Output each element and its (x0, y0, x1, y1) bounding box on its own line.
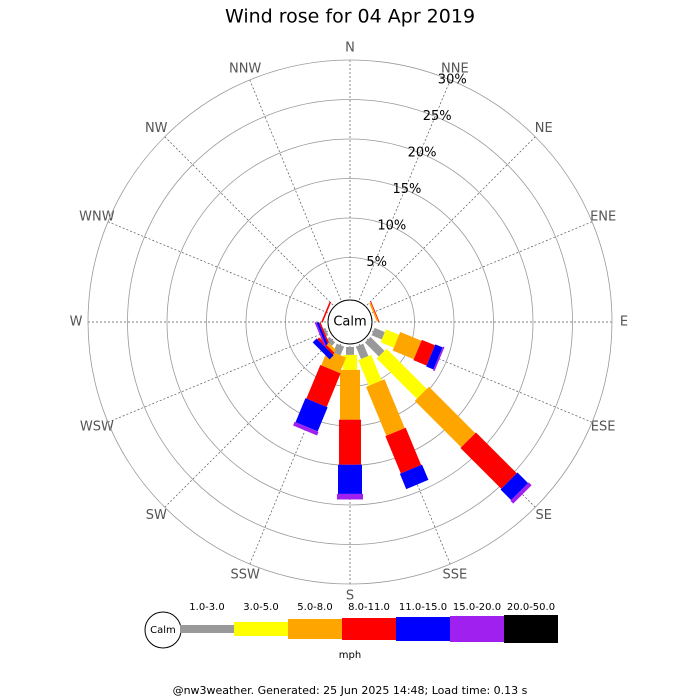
legend-label: 5.0-8.0 (297, 602, 332, 613)
direction-label: WSW (80, 419, 114, 434)
legend-calm-label: Calm (150, 625, 176, 636)
direction-label: E (620, 315, 628, 330)
direction-label: ENE (590, 210, 616, 225)
direction-label: WNW (79, 210, 115, 225)
legend-swatch (234, 622, 288, 636)
bar-segment (338, 464, 362, 494)
bar-segment (340, 369, 360, 420)
direction-label: NW (145, 121, 168, 136)
bar-segment (333, 343, 345, 356)
bar-segment (323, 327, 329, 337)
direction-label: SSE (442, 568, 467, 583)
direction-label: W (70, 315, 83, 330)
bar-segment (385, 427, 422, 474)
legend-swatch (504, 615, 558, 643)
y-tick-label: 20% (408, 145, 437, 160)
bar-segment (319, 322, 329, 344)
bar-segment (392, 332, 422, 360)
direction-label: N (345, 41, 355, 56)
direction-label: NE (535, 121, 553, 136)
bar-segment (358, 354, 382, 386)
calm-circle (327, 299, 373, 345)
bar-segment (321, 301, 332, 323)
bar-segment (317, 337, 335, 355)
y-tick-label: 5% (366, 255, 387, 270)
ring (127, 99, 573, 545)
legend-unit: mph (339, 650, 361, 661)
direction-label: SE (536, 508, 552, 523)
bar-segment (316, 321, 328, 346)
bar-segment (414, 386, 476, 448)
bar-segment (295, 398, 328, 432)
bar-segment (314, 321, 327, 347)
chart-title: Wind rose for 04 Apr 2019 (225, 6, 475, 28)
direction-label: ESE (591, 419, 616, 434)
calm-label: Calm (333, 315, 366, 330)
y-tick-label: 10% (377, 218, 406, 233)
bar-segment (500, 472, 529, 501)
bar-segment (426, 344, 443, 370)
bar-segment (510, 482, 532, 504)
bar-segment (370, 301, 380, 322)
direction-label: NNE (441, 61, 469, 76)
bar-segment (343, 354, 357, 370)
y-tick-label: 25% (423, 109, 452, 124)
legend-swatch (450, 616, 504, 642)
ring (166, 138, 534, 506)
bar-segment (355, 343, 369, 360)
bar-segment (376, 348, 427, 399)
bar-segment (337, 493, 363, 500)
legend-label: 8.0-11.0 (348, 602, 390, 613)
bar-segment (293, 421, 319, 436)
legend-label: 11.0-15.0 (399, 602, 447, 613)
bar-segment (366, 379, 405, 436)
bar-segment (306, 364, 341, 407)
legend-swatch (180, 625, 234, 633)
bar-segment (346, 347, 354, 355)
legend-label: 1.0-3.0 (189, 602, 224, 613)
legend: Calm mph 1.0-3.0 3.0-5.0 5.0-8.0 8.0-11.0 11… (144, 602, 558, 661)
direction-label: S (346, 589, 354, 604)
bar-segment (399, 464, 429, 490)
ring (87, 59, 613, 585)
legend-label: 15.0-20.0 (453, 602, 501, 613)
legend-swatch (342, 618, 396, 640)
direction-label: NNW (229, 61, 261, 76)
bar-segment (312, 338, 334, 360)
grid: N NNE NE ENE E ESE SE SSE S SSW SW WSW W WNW NW NNW 5% 10… (70, 41, 629, 604)
legend-label: 20.0-50.0 (507, 602, 555, 613)
legend-swatch (396, 617, 450, 641)
direction-label: SSW (230, 568, 260, 583)
bar-segment (369, 302, 379, 322)
footer: @nw3weather. Generated: 25 Jun 2025 14:4… (173, 684, 528, 697)
bar-segment (380, 329, 400, 348)
bars (293, 301, 532, 504)
bar-segment (460, 432, 517, 489)
legend-label: 3.0-5.0 (243, 602, 278, 613)
y-tick-label: 30% (438, 72, 467, 87)
bar-segment (433, 346, 445, 372)
bar-segment (413, 339, 435, 366)
bar-segment (364, 336, 385, 357)
direction-label: SW (146, 508, 167, 523)
y-tick-label: 15% (392, 182, 421, 197)
bar-segment (339, 419, 361, 465)
legend-swatch (288, 619, 342, 639)
bar-segment (371, 327, 385, 340)
bar-segment (326, 336, 336, 346)
